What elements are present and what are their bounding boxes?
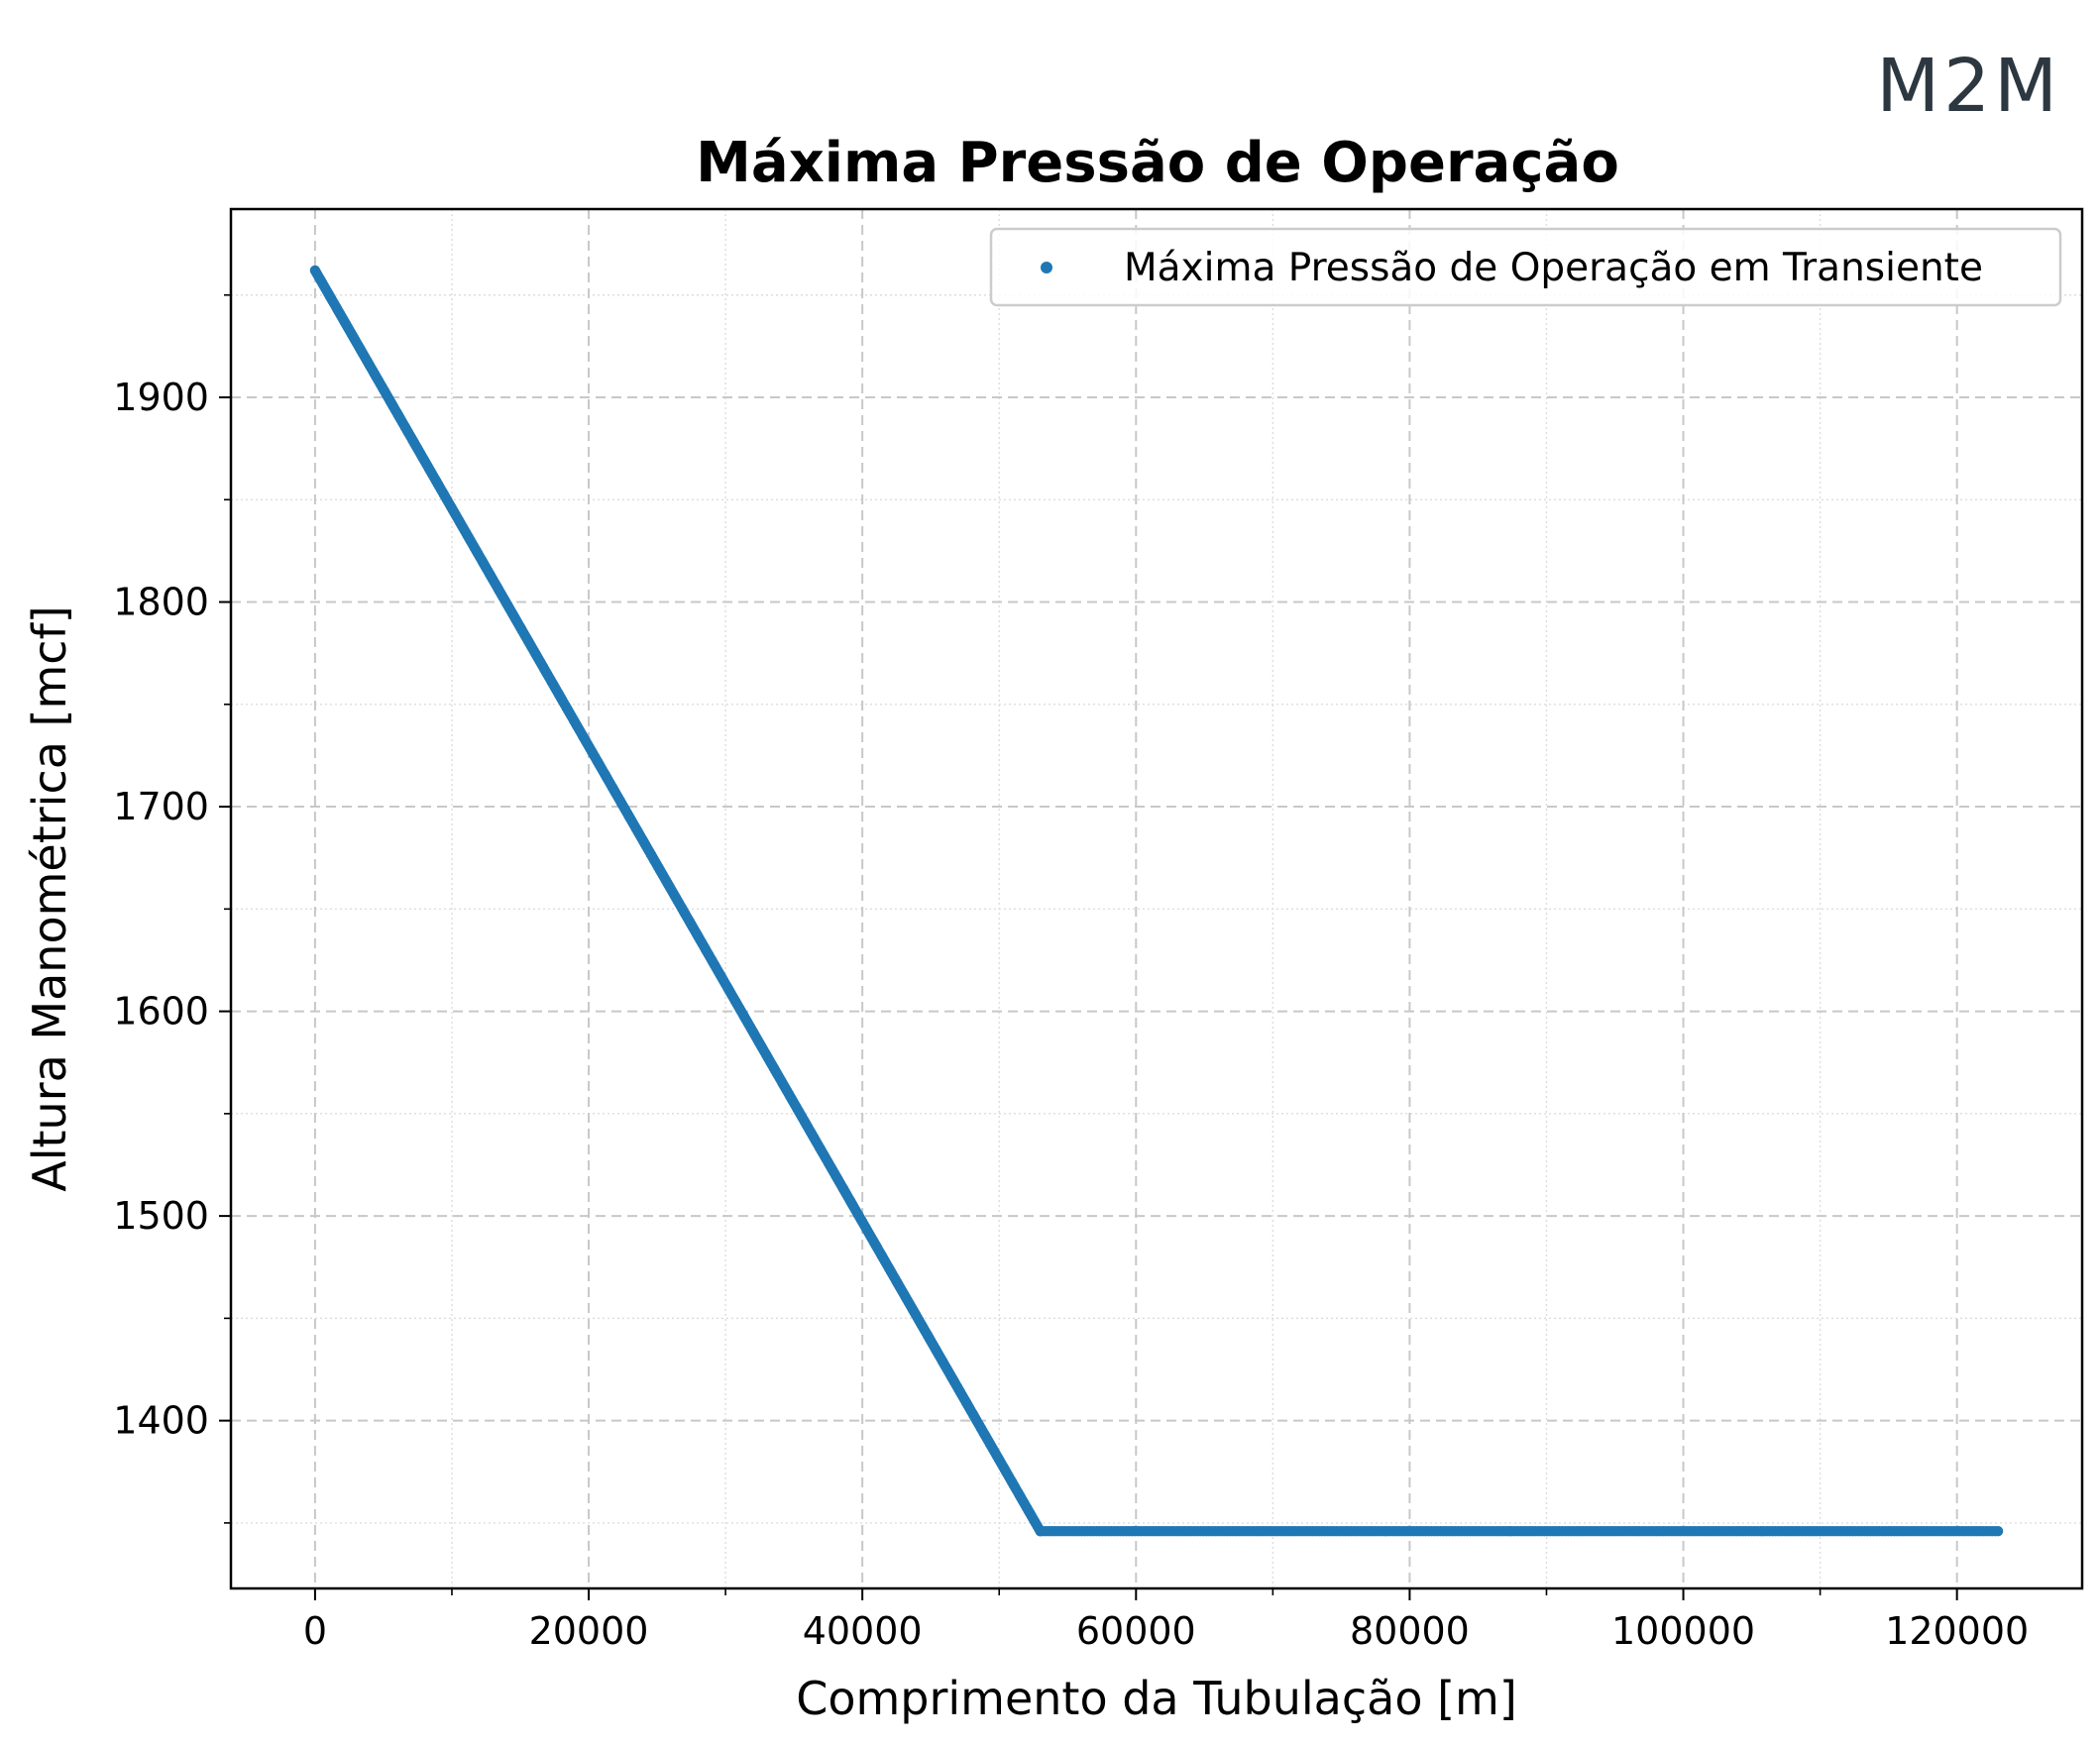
data-point <box>1992 1525 2004 1537</box>
x-tick-label: 120000 <box>1885 1609 2029 1653</box>
y-tick-label: 1600 <box>113 990 209 1034</box>
logo-text: M2M <box>1876 44 2061 129</box>
m2m-logo: M2M <box>1876 44 2061 129</box>
y-tick-label: 1800 <box>113 581 209 624</box>
legend: Máxima Pressão de Operação em Transiente <box>989 227 2062 307</box>
x-tick-label: 80000 <box>1350 1609 1470 1653</box>
x-tick-label: 0 <box>303 1609 327 1653</box>
x-tick-label: 20000 <box>529 1609 649 1653</box>
y-axis-label: Altura Manométrica [mcf] <box>23 605 76 1191</box>
x-axis-label: Comprimento da Tubulação [m] <box>796 1672 1517 1725</box>
legend-box <box>989 227 2062 307</box>
y-tick-label: 1700 <box>113 785 209 828</box>
series-points <box>309 265 2004 1537</box>
axis-ticks <box>219 293 1958 1600</box>
x-tick-label: 40000 <box>803 1609 923 1653</box>
x-tick-label: 100000 <box>1611 1609 1755 1653</box>
chart-title: Máxima Pressão de Operação <box>696 131 1619 195</box>
y-tick-label: 1900 <box>113 376 209 419</box>
x-tick-label: 60000 <box>1076 1609 1196 1653</box>
legend-marker <box>1041 262 1052 273</box>
plot-frame <box>229 207 2084 1590</box>
series-layer <box>309 265 2004 1537</box>
y-tick-label: 1500 <box>113 1194 209 1238</box>
y-tick-label: 1400 <box>113 1399 209 1443</box>
axis-tick-labels: 0 20000 40000 60000 80000 100000 120000 1400 150… <box>113 376 2029 1653</box>
legend-entry-label: Máxima Pressão de Operação em Transiente <box>1124 246 1983 290</box>
major-grid <box>231 209 2082 1588</box>
